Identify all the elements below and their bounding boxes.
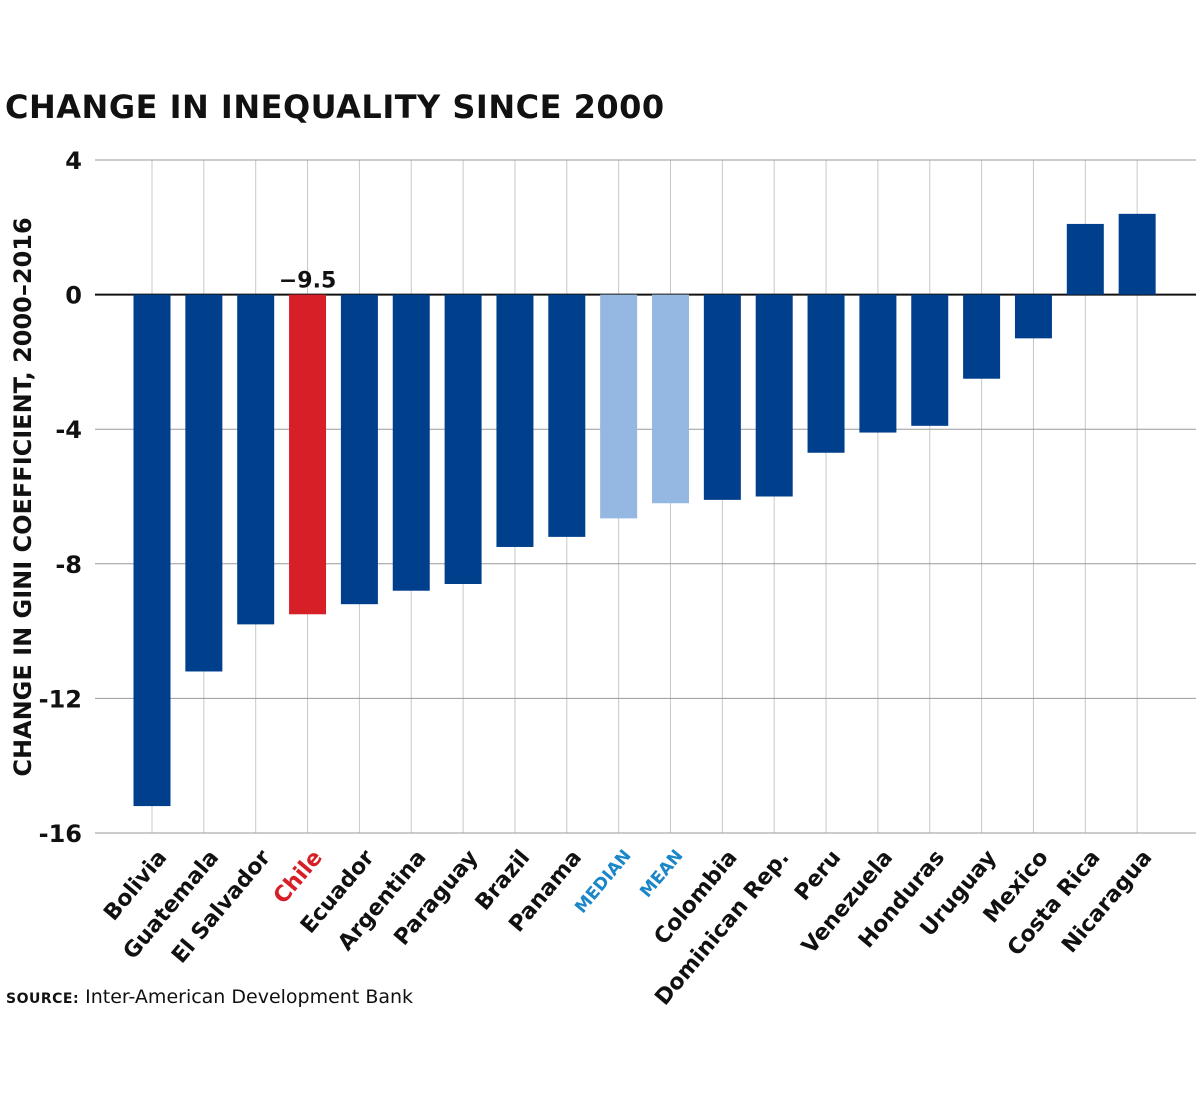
y-tick-label: -8: [55, 551, 82, 579]
y-tick-label: -4: [55, 416, 82, 444]
bar-chile: [289, 294, 327, 615]
bar-guatemala: [185, 294, 223, 672]
y-tick-label: 4: [65, 147, 82, 175]
source-label: SOURCE:: [6, 991, 80, 1007]
y-axis-label: CHANGE IN GINI COEFFICIENT, 2000–2016: [9, 217, 37, 776]
bar-costa-rica: [1066, 223, 1104, 295]
bar-colombia: [703, 294, 741, 500]
bar-ecuador: [340, 294, 378, 605]
bar-nicaragua: [1118, 213, 1156, 295]
chart-title: CHANGE IN INEQUALITY SINCE 2000: [5, 88, 665, 126]
bars: [133, 213, 1156, 807]
bar-dominican-rep: [755, 294, 793, 497]
bar-bolivia: [133, 294, 171, 807]
bar-uruguay: [963, 294, 1001, 379]
bar-panama: [548, 294, 586, 537]
y-axis-ticks: 4 0 -4 -8 -12 -16: [39, 147, 82, 848]
y-tick-label: 0: [65, 282, 82, 310]
source-text: Inter-American Development Bank: [79, 986, 414, 1008]
y-tick-label: -12: [39, 685, 82, 713]
bar-venezuela: [859, 294, 897, 433]
bar-el-salvador: [237, 294, 275, 625]
bar-peru: [807, 294, 845, 453]
bar-mexico: [1014, 294, 1052, 339]
bar-median: [600, 294, 638, 519]
bar-paraguay: [444, 294, 482, 584]
source-note: SOURCE: Inter-American Development Bank: [6, 986, 413, 1008]
bar-honduras: [911, 294, 949, 426]
highlight-data-label: −9.5: [279, 269, 336, 294]
y-tick-label: -16: [39, 820, 82, 848]
bar-brazil: [496, 294, 534, 547]
bar-mean: [652, 294, 689, 504]
x-tick-label: MEAN: [636, 846, 687, 902]
bar-argentina: [392, 294, 430, 591]
